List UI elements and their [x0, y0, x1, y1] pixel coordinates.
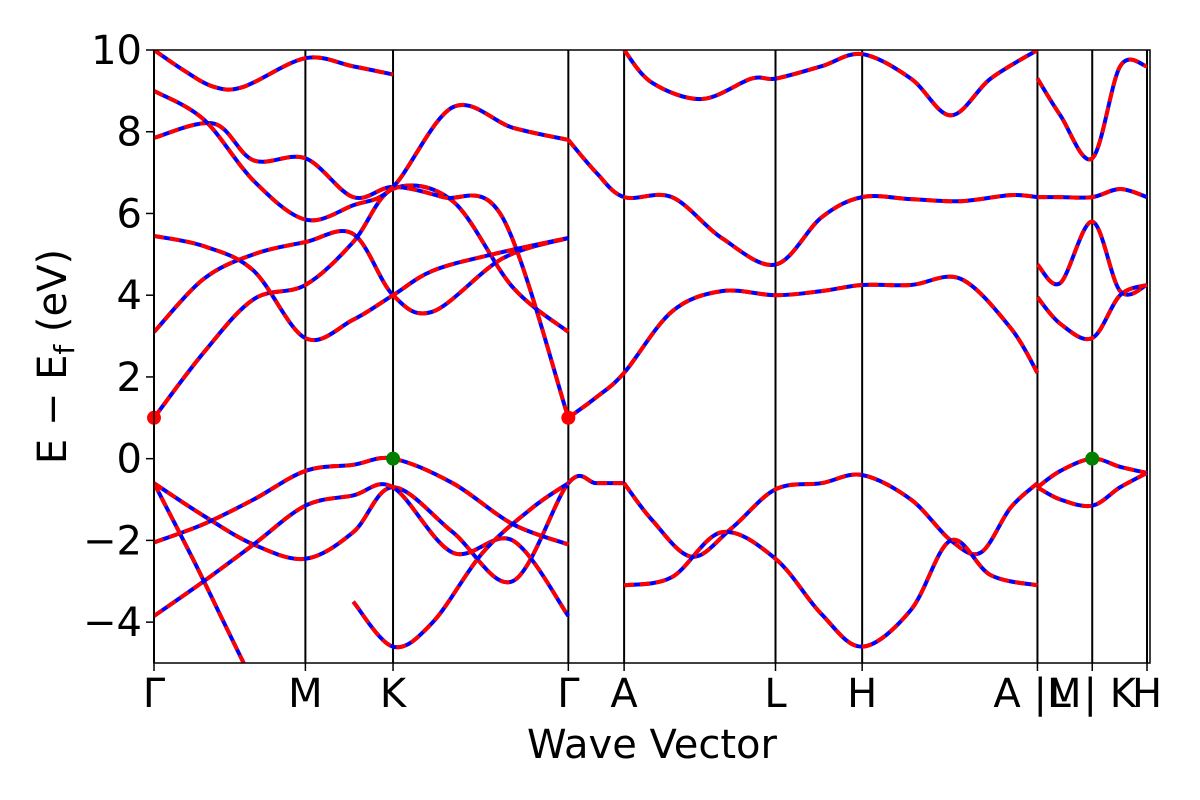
band-line-overlay-4: [154, 89, 569, 223]
cbm-marker-3: [561, 410, 576, 425]
x-tick-label-6: H: [847, 671, 877, 717]
y-tick-label-5: 6: [117, 191, 142, 237]
band-line-6: [567, 274, 1040, 420]
band-line-overlay-12: [154, 482, 246, 663]
band-line-overlay-3: [154, 121, 571, 419]
band-line-overlay-6: [567, 274, 1040, 420]
y-axis-title-sub: f: [48, 344, 81, 355]
x-tick-label-5: L: [764, 671, 787, 717]
y-tick-label-3: 2: [117, 355, 142, 401]
band-line-overlay-1: [154, 228, 569, 334]
band-line-overlay-19: [1035, 219, 1148, 297]
band-line-overlay-14: [622, 472, 1039, 559]
band-series: [154, 50, 1148, 663]
band-line-overlay-5: [154, 50, 394, 92]
band-line-overlay-18: [1037, 186, 1148, 200]
band-line-overlay-15: [623, 529, 1038, 649]
band-line-11: [154, 482, 570, 618]
y-tick-label-6: 8: [117, 110, 142, 156]
y-tick-label-4: 4: [117, 273, 142, 319]
band-line-overlay-20: [1035, 283, 1148, 342]
x-tick-label-2: K: [380, 671, 408, 717]
band-line-overlay-17: [1036, 471, 1148, 509]
x-tick-label-8: L | K: [1049, 671, 1138, 717]
y-tick-label-2: 0: [117, 437, 142, 483]
y-tick-label-7: 10: [91, 28, 142, 74]
x-tick-label-7: A |M: [993, 671, 1081, 717]
band-line-overlay-9: [154, 474, 625, 585]
x-tick-label-0: Γ: [143, 671, 166, 717]
band-line-overlay-2: [154, 233, 569, 342]
band-line-overlay-8: [622, 50, 1039, 118]
band-line-15: [623, 529, 1038, 649]
x-axis-title: Wave Vector: [527, 722, 778, 768]
y-axis-title-main: E − E: [30, 355, 76, 465]
y-tick-label-0: −4: [83, 600, 142, 646]
plot-frame: [153, 49, 1151, 664]
band-line-overlay-7: [566, 138, 1038, 267]
y-tick-label-1: −2: [83, 518, 142, 564]
vbm-marker-0: [386, 451, 401, 466]
vbm-marker-1: [1085, 451, 1100, 466]
y-axis-title: E − Ef (eV): [30, 249, 81, 464]
band-line-overlay-21: [1035, 57, 1148, 162]
x-tick-label-4: A: [610, 671, 638, 717]
band-line-overlay-11: [154, 482, 570, 618]
kpoint-lines: [153, 50, 1149, 663]
band-line-overlay-10: [154, 455, 570, 547]
band-line-overlay-16: [1036, 456, 1148, 489]
band-line-8: [622, 50, 1039, 118]
x-tick-label-1: M: [288, 671, 323, 717]
y-axis-ticks: −4 −2 0 2 4 6 8 10: [83, 28, 154, 646]
y-axis-title-unit: (eV): [30, 249, 76, 345]
x-tick-label-3: Γ: [557, 671, 580, 717]
band-line-overlay-13: [351, 481, 570, 650]
x-tick-label-9: H: [1132, 671, 1162, 717]
band-line-14: [622, 472, 1039, 559]
